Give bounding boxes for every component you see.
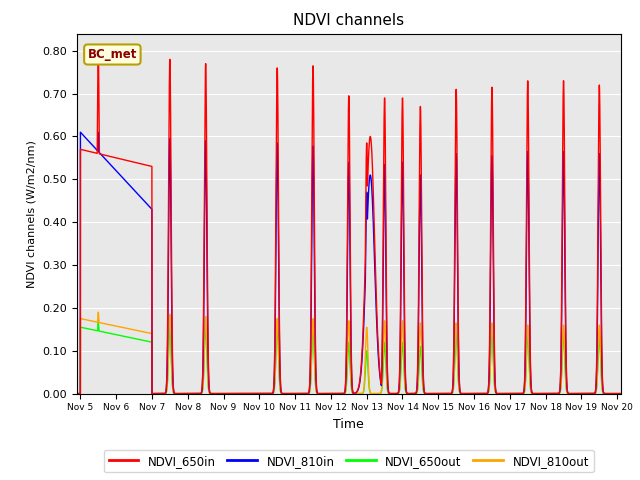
Line: NDVI_810in: NDVI_810in <box>77 132 625 394</box>
NDVI_810in <box>237 391 245 396</box>
NDVI_810in <box>95 129 102 135</box>
NDVI_810in <box>508 391 516 396</box>
NDVI_810out <box>271 371 279 376</box>
NDVI_650out <box>100 329 108 335</box>
NDVI_650out <box>508 391 516 396</box>
NDVI_650in <box>508 391 516 396</box>
NDVI_810in <box>621 391 628 396</box>
Line: NDVI_650in: NDVI_650in <box>77 55 625 394</box>
Line: NDVI_650out: NDVI_650out <box>77 323 625 394</box>
NDVI_650in <box>397 252 404 258</box>
NDVI_810in <box>479 391 487 396</box>
NDVI_810in <box>421 390 429 396</box>
Title: NDVI channels: NDVI channels <box>293 13 404 28</box>
NDVI_650out <box>479 391 487 396</box>
NDVI_810out <box>621 391 628 396</box>
NDVI_810out <box>100 321 108 326</box>
NDVI_650out <box>397 367 404 372</box>
NDVI_650out <box>95 320 102 326</box>
NDVI_810out <box>397 357 404 362</box>
NDVI_650in <box>621 391 628 396</box>
NDVI_650out <box>271 373 279 379</box>
NDVI_650out <box>421 391 429 396</box>
NDVI_650out <box>621 391 628 396</box>
NDVI_810out <box>237 391 245 396</box>
NDVI_650in <box>421 390 429 396</box>
NDVI_650in <box>73 391 81 396</box>
NDVI_810out <box>95 309 102 315</box>
Y-axis label: NDVI channels (W/m2/nm): NDVI channels (W/m2/nm) <box>27 140 36 288</box>
NDVI_650in <box>95 52 102 58</box>
NDVI_650out <box>73 391 81 396</box>
NDVI_650in <box>271 304 279 310</box>
NDVI_810out <box>479 391 487 396</box>
NDVI_650in <box>237 391 245 396</box>
NDVI_810out <box>421 391 429 396</box>
NDVI_650in <box>100 152 108 158</box>
NDVI_810out <box>508 391 516 396</box>
Line: NDVI_810out: NDVI_810out <box>77 312 625 394</box>
NDVI_810in <box>271 324 279 330</box>
X-axis label: Time: Time <box>333 418 364 431</box>
NDVI_810in <box>397 283 404 288</box>
Text: BC_met: BC_met <box>88 48 137 61</box>
NDVI_650in <box>479 391 487 396</box>
Legend: NDVI_650in, NDVI_810in, NDVI_650out, NDVI_810out: NDVI_650in, NDVI_810in, NDVI_650out, NDV… <box>104 450 594 472</box>
NDVI_810in <box>100 155 108 161</box>
NDVI_810in <box>73 391 81 396</box>
NDVI_810out <box>73 391 81 396</box>
NDVI_650out <box>237 391 245 396</box>
